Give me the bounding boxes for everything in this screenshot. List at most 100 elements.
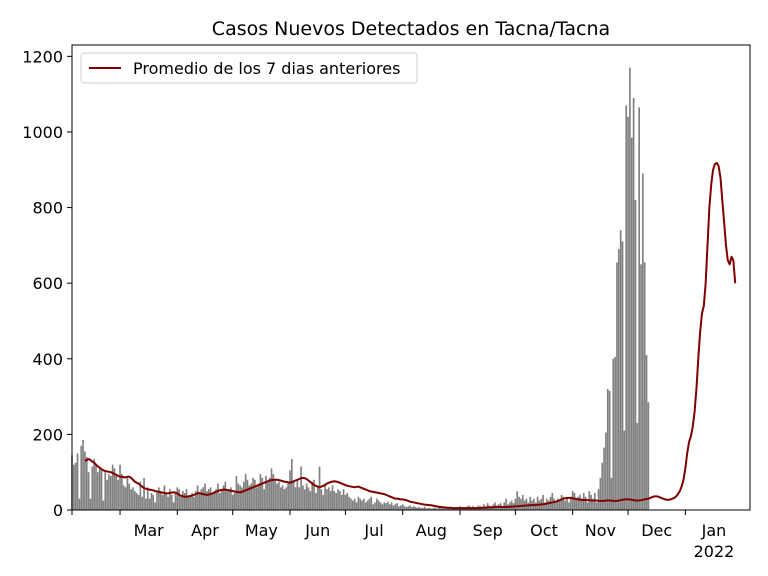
bar <box>222 485 225 510</box>
bar <box>521 494 524 510</box>
bar <box>292 481 295 510</box>
bar <box>209 487 212 510</box>
bar <box>350 498 352 510</box>
bar <box>226 491 229 510</box>
bar <box>643 262 646 510</box>
bar <box>259 474 262 510</box>
x-tick-label: Apr <box>191 521 219 540</box>
x-tick-label: Mar <box>134 521 165 540</box>
bar <box>248 485 251 510</box>
bar <box>327 487 330 510</box>
bar <box>274 479 277 510</box>
bar <box>159 491 162 510</box>
bar <box>568 502 570 510</box>
bar <box>121 474 123 510</box>
bar <box>346 492 349 510</box>
bar <box>557 498 559 510</box>
bar <box>396 503 398 510</box>
x-tick-label: Jun <box>304 521 330 540</box>
bar <box>337 489 339 510</box>
bar <box>87 472 90 510</box>
bar <box>405 506 408 510</box>
line-layer <box>84 161 737 510</box>
bar <box>165 492 168 510</box>
bar <box>287 483 289 510</box>
bar <box>206 491 208 510</box>
bar <box>553 498 555 510</box>
bar <box>575 498 578 510</box>
bar <box>577 496 580 510</box>
bar <box>133 491 136 510</box>
bar <box>137 494 140 510</box>
bar <box>584 496 587 510</box>
bar <box>291 458 293 510</box>
bar <box>375 498 378 510</box>
x-tick-label: Oct <box>530 521 558 540</box>
bar <box>324 483 326 510</box>
bar <box>145 498 147 510</box>
chart-title: Casos Nuevos Detectados en Tacna/Tacna <box>212 18 610 40</box>
bar <box>202 487 204 510</box>
bar <box>298 487 301 510</box>
bar <box>294 487 297 510</box>
bar <box>128 483 131 510</box>
x-tick-label: Jul <box>363 521 383 540</box>
bar <box>536 496 539 510</box>
bar <box>180 494 182 510</box>
bar <box>400 505 402 510</box>
bar <box>355 502 358 510</box>
bar <box>185 489 188 510</box>
bar <box>357 496 360 510</box>
bar <box>573 492 576 510</box>
bar <box>433 507 435 510</box>
bar <box>322 494 325 510</box>
bar <box>634 200 637 510</box>
bar <box>74 462 77 510</box>
bar <box>73 464 75 510</box>
bar <box>581 498 583 510</box>
bar <box>146 487 149 510</box>
bar <box>106 479 108 510</box>
bar <box>424 506 426 510</box>
bar <box>213 491 216 510</box>
bar <box>501 506 504 510</box>
bar <box>444 508 447 510</box>
bar <box>606 389 609 510</box>
bar <box>307 487 310 510</box>
bar <box>582 492 585 510</box>
bar <box>390 502 393 510</box>
bar <box>239 485 241 510</box>
bar <box>608 390 611 510</box>
bar <box>113 468 116 510</box>
bar <box>124 487 127 510</box>
bar <box>505 498 507 510</box>
bar <box>305 483 308 510</box>
bar <box>448 508 450 510</box>
bar <box>108 474 110 510</box>
x-tick-label: Aug <box>416 521 447 540</box>
bar <box>89 498 92 510</box>
bar <box>453 508 456 510</box>
bar <box>204 483 206 510</box>
bar <box>374 502 376 510</box>
bar <box>418 506 421 510</box>
bar <box>366 500 369 510</box>
bar <box>342 489 345 510</box>
bar <box>289 470 291 510</box>
bar <box>630 137 633 510</box>
bar <box>645 355 648 510</box>
bar <box>555 502 557 510</box>
bar <box>283 489 286 510</box>
bar <box>78 498 81 510</box>
bar <box>272 474 275 510</box>
bar <box>281 485 284 510</box>
bar <box>534 502 537 510</box>
bar <box>167 496 169 510</box>
bar <box>425 508 428 510</box>
bar <box>132 487 134 510</box>
bar <box>558 500 561 510</box>
bar <box>244 474 247 510</box>
bar <box>150 492 153 510</box>
x-tick-label: Nov <box>585 521 616 540</box>
bar <box>569 496 572 510</box>
